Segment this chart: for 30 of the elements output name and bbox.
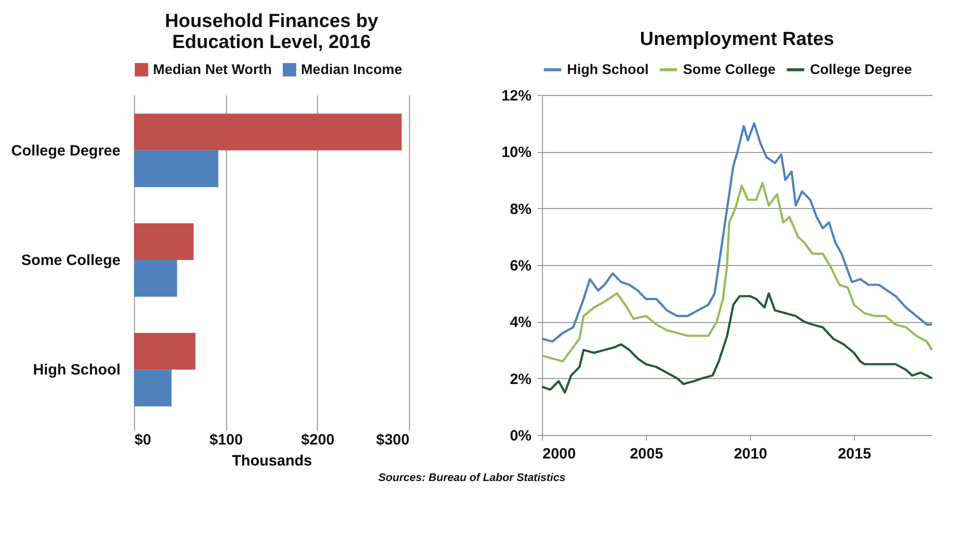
y-tick-label: 2% xyxy=(510,370,532,388)
line-series xyxy=(540,182,934,362)
source-note: Sources: Bureau of Labor Statistics xyxy=(378,472,566,484)
y-tick-label: 8% xyxy=(510,200,532,218)
y-tick-label: High School xyxy=(33,362,120,379)
y-tick-label: 0% xyxy=(510,428,532,444)
x-tick-label: 2000 xyxy=(542,446,576,462)
x-tick-label: 2010 xyxy=(734,446,768,462)
legend-label: Median Income xyxy=(301,60,402,77)
x-tick-label: 2005 xyxy=(630,446,664,462)
legend-label: Median Net Worth xyxy=(153,60,272,77)
line-series xyxy=(540,122,934,343)
legend-label: High School xyxy=(567,60,649,77)
x-tick-label: 2015 xyxy=(838,446,872,462)
legend-label: Some College xyxy=(683,60,776,77)
y-tick-label: 6% xyxy=(510,258,532,274)
y-tick-label: 4% xyxy=(510,314,532,332)
chart-title: Household Finances by Education Level, 2016 xyxy=(164,11,379,53)
line-series xyxy=(540,292,934,394)
x-tick-label: $100 xyxy=(209,432,243,448)
x-tick-label: $300 xyxy=(376,432,410,448)
x-axis-title: Thousands xyxy=(232,452,312,470)
x-tick-label: $200 xyxy=(301,432,335,448)
y-tick-label: Some College xyxy=(21,252,120,269)
chart-title: Unemployment Rates xyxy=(640,29,834,50)
y-tick-label: College Degree xyxy=(11,142,120,160)
x-tick-label: $0 xyxy=(134,432,152,448)
legend-label: College Degree xyxy=(810,60,912,77)
y-tick-label: 10% xyxy=(501,144,532,162)
y-tick-label: 12% xyxy=(501,88,532,104)
